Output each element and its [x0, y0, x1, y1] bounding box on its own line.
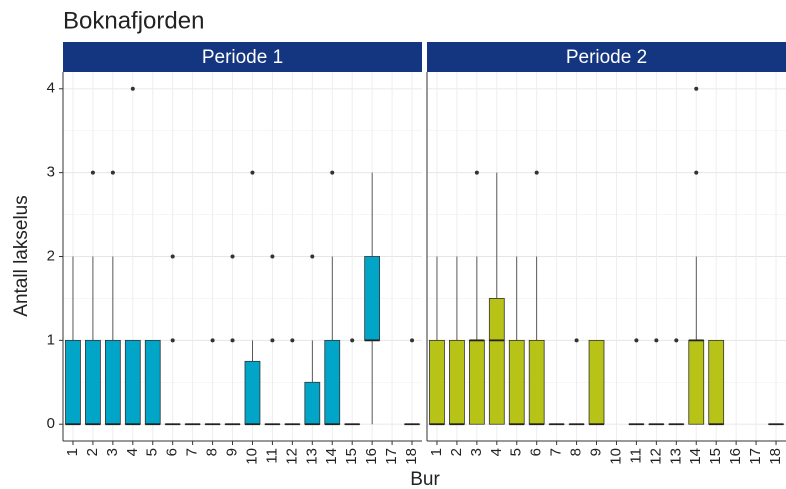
- x-tick-label: 7: [184, 448, 201, 456]
- x-tick-label: 3: [468, 448, 485, 456]
- y-axis-label: Antall lakselus: [11, 195, 32, 316]
- x-axis-label: Bur: [410, 469, 440, 489]
- y-tick-label: 1: [47, 331, 55, 348]
- outlier: [410, 338, 415, 343]
- x-tick-label: 5: [508, 448, 525, 456]
- x-tick-label: 15: [707, 448, 724, 465]
- box: [688, 339, 705, 425]
- x-tick-label: 11: [263, 448, 280, 464]
- x-tick-label: 3: [104, 448, 121, 456]
- x-tick-label: 10: [243, 448, 260, 465]
- y-tick-label: 0: [47, 415, 55, 432]
- outlier: [250, 170, 255, 175]
- x-tick-label: 14: [323, 448, 340, 465]
- facet-title: Periode 1: [202, 47, 283, 68]
- outlier: [270, 338, 275, 343]
- x-tick-label: 5: [144, 448, 161, 456]
- box: [244, 360, 261, 425]
- box: [304, 381, 321, 425]
- box: [104, 339, 121, 425]
- box: [488, 298, 505, 425]
- x-tick-label: 10: [607, 448, 624, 465]
- x-tick-label: 16: [727, 448, 744, 465]
- outlier: [654, 338, 659, 343]
- x-tick-label: 13: [303, 448, 320, 465]
- x-tick-label: 6: [164, 448, 181, 456]
- x-tick-label: 18: [403, 448, 420, 465]
- outlier: [210, 338, 215, 343]
- strip: [427, 42, 786, 72]
- x-tick-label: 2: [448, 448, 465, 456]
- x-tick-label: 2: [84, 448, 101, 456]
- outlier: [170, 338, 175, 343]
- outlier: [634, 338, 639, 343]
- box: [508, 339, 525, 425]
- box: [528, 339, 545, 425]
- x-tick-label: 4: [488, 448, 505, 456]
- outlier: [110, 170, 115, 175]
- box: [429, 339, 445, 425]
- outlier: [170, 254, 175, 259]
- y-tick-label: 2: [47, 247, 55, 264]
- outlier: [270, 254, 275, 259]
- x-tick-label: 13: [667, 448, 684, 465]
- box: [144, 339, 161, 425]
- x-tick-label: 4: [124, 448, 141, 456]
- box: [85, 339, 101, 425]
- x-tick-label: 12: [647, 448, 664, 465]
- outlier: [694, 86, 699, 91]
- chart-title: Boknafjorden: [63, 7, 204, 34]
- x-tick-label: 14: [687, 448, 704, 465]
- box: [124, 339, 141, 425]
- x-tick-label: 8: [204, 448, 221, 456]
- box: [65, 339, 81, 425]
- x-tick-label: 17: [383, 448, 400, 465]
- box: [324, 339, 341, 425]
- outlier: [474, 170, 479, 175]
- x-tick-label: 6: [528, 448, 545, 456]
- box: [468, 339, 485, 425]
- outlier: [534, 170, 539, 175]
- x-tick-label: 16: [363, 448, 380, 465]
- x-tick-label: 9: [223, 448, 240, 456]
- x-tick-label: 1: [64, 448, 81, 456]
- x-tick-label: 8: [568, 448, 585, 456]
- outlier: [574, 338, 579, 343]
- x-tick-label: 9: [587, 448, 604, 456]
- x-tick-label: 12: [283, 448, 300, 465]
- x-tick-label: 11: [627, 448, 644, 464]
- box: [588, 339, 605, 425]
- facet-title: Periode 2: [566, 47, 647, 68]
- outlier: [90, 170, 95, 175]
- x-tick-label: 15: [343, 448, 360, 465]
- outlier: [230, 338, 235, 343]
- outlier: [310, 254, 315, 259]
- outlier: [330, 170, 335, 175]
- outlier: [230, 254, 235, 259]
- strip: [63, 42, 422, 72]
- box: [708, 339, 725, 425]
- box: [449, 339, 465, 425]
- outlier: [130, 86, 135, 91]
- outlier: [290, 338, 295, 343]
- x-tick-label: 1: [428, 448, 445, 456]
- y-tick-label: 3: [47, 164, 55, 181]
- x-tick-label: 18: [767, 448, 784, 465]
- box: [364, 256, 381, 341]
- outlier: [694, 170, 699, 175]
- outlier: [350, 338, 355, 343]
- x-tick-label: 7: [548, 448, 565, 456]
- x-tick-label: 17: [747, 448, 764, 465]
- outlier: [674, 338, 679, 343]
- y-tick-label: 4: [47, 80, 55, 97]
